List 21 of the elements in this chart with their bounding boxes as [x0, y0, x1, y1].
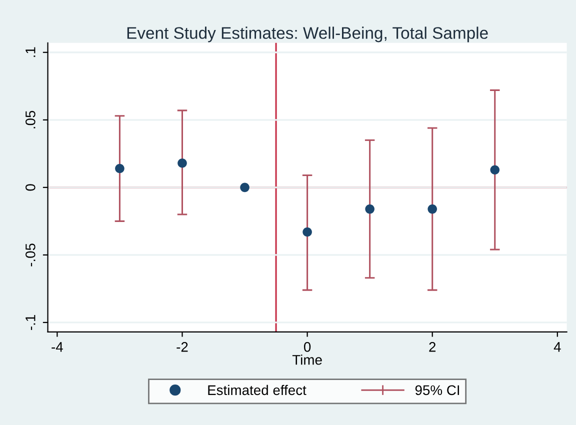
y-tick-label: -.05 — [26, 244, 36, 266]
x-tick-label: 2 — [429, 342, 436, 352]
text: 95% CI — [415, 385, 460, 396]
point — [365, 204, 374, 214]
point — [115, 164, 124, 174]
point — [240, 182, 250, 192]
chart-title: Event Study Estimates: Well-Being, Total Sample — [127, 26, 488, 42]
x-tick-label: -4 — [52, 342, 63, 352]
y-tick-label: -.1 — [26, 315, 36, 330]
x-tick-label: -2 — [176, 342, 188, 352]
point — [490, 165, 500, 175]
y-tick-label: .1 — [26, 47, 36, 57]
legend-label: Estimated effect — [208, 384, 306, 396]
x-tick-label: 4 — [554, 342, 561, 352]
point — [428, 204, 438, 214]
y-tick-label: .05 — [26, 110, 36, 128]
y-tick-label: 0 — [26, 184, 36, 191]
x-axis-title: Time — [292, 354, 322, 365]
point — [178, 158, 187, 168]
x-tick-label: 0 — [304, 342, 311, 352]
point — [302, 227, 312, 237]
